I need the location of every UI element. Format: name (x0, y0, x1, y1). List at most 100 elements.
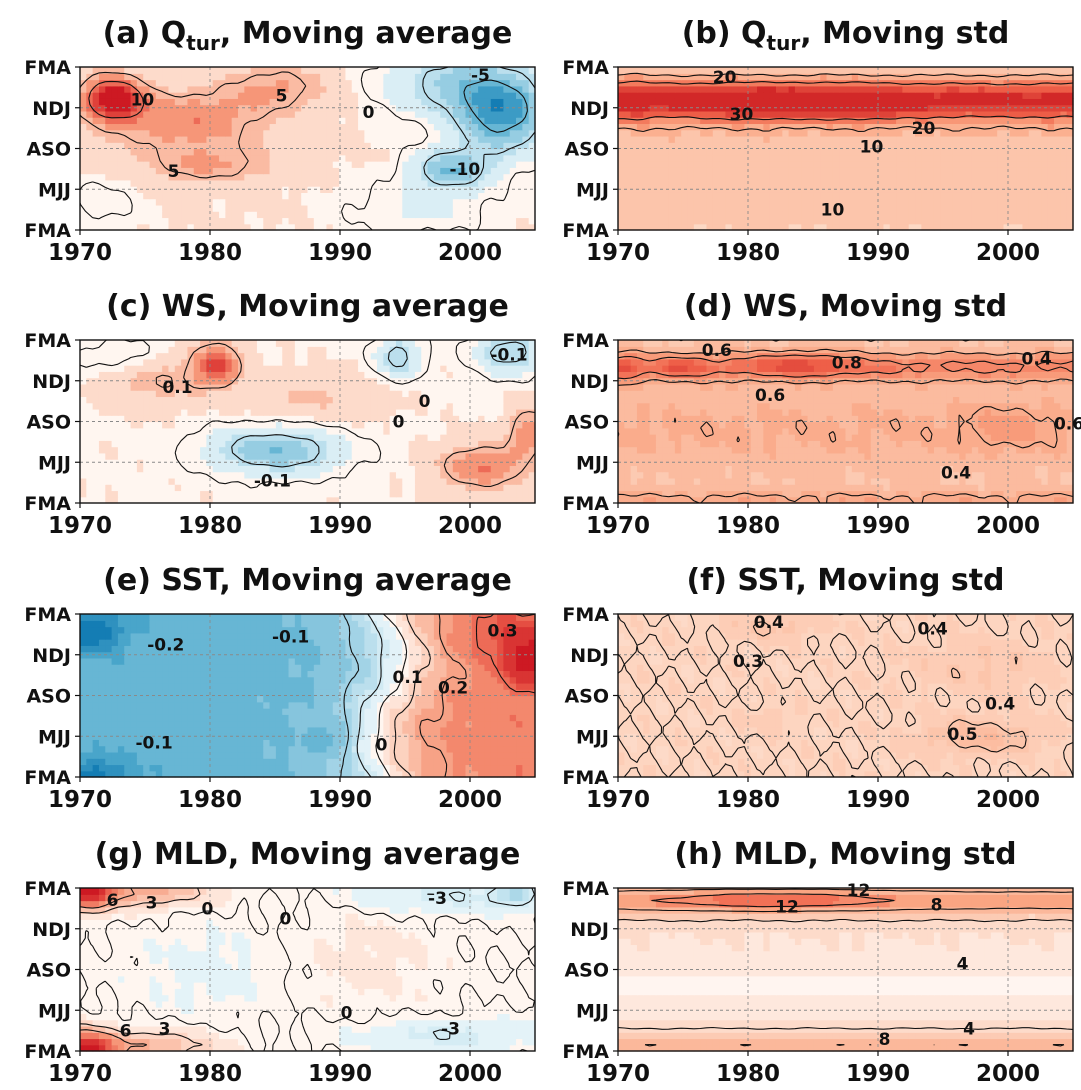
heatmap-cell (193, 161, 201, 168)
heatmap-cell (193, 452, 201, 460)
heatmap-cell (820, 79, 828, 87)
heatmap-cell (788, 148, 796, 156)
heatmap-cell (326, 415, 334, 423)
heatmap-cell (738, 73, 745, 81)
heatmap-cell (516, 179, 523, 187)
heatmap-cell (978, 85, 986, 93)
heatmap-cell (200, 92, 207, 99)
heatmap-cell (250, 217, 258, 225)
heatmap-cell (522, 211, 530, 219)
heatmap-cell (984, 67, 992, 74)
heatmap-cell (446, 92, 454, 99)
heatmap-cell (687, 117, 695, 125)
heatmap-cell (1041, 85, 1049, 93)
heatmap-cell (345, 402, 353, 410)
heatmap-cell (143, 396, 151, 404)
heatmap-cell (775, 117, 783, 125)
heatmap-cell (624, 148, 632, 156)
heatmap-cell (320, 496, 328, 504)
heatmap-cell (933, 179, 941, 187)
heatmap-cell (965, 148, 973, 156)
heatmap-cell (275, 179, 283, 187)
heatmap-cell (237, 459, 245, 466)
heatmap-cell (794, 217, 802, 225)
heatmap-cell (674, 123, 682, 131)
heatmap-cell (339, 123, 347, 131)
contour-line (617, 80, 1074, 121)
heatmap-cell (503, 92, 511, 99)
heatmap-cell (864, 179, 872, 187)
heatmap-cell (200, 135, 207, 143)
heatmap-cell (136, 204, 144, 212)
heatmap-cell (219, 129, 226, 137)
heatmap-cell (896, 217, 903, 225)
heatmap-cell (181, 421, 189, 429)
heatmap-cell (193, 85, 201, 93)
heatmap-cell (282, 148, 290, 156)
heatmap-cell (421, 427, 429, 435)
heatmap-cell (269, 135, 277, 143)
heatmap-cell (440, 211, 448, 219)
heatmap-field (618, 67, 1074, 231)
heatmap-cell (136, 427, 144, 435)
heatmap-cell (1009, 211, 1017, 219)
heatmap-cell (168, 148, 176, 156)
heatmap-cell (370, 408, 378, 416)
heatmap-cell (181, 167, 189, 175)
heatmap-cell (250, 440, 258, 448)
heatmap-cell (130, 223, 138, 231)
heatmap-cell (719, 117, 727, 125)
heatmap-cell (351, 148, 359, 156)
heatmap-cell (383, 167, 391, 175)
heatmap-cell (503, 73, 511, 81)
heatmap-cell (414, 129, 422, 137)
heatmap-cell (446, 179, 454, 187)
heatmap-cell (345, 192, 353, 200)
heatmap-cell (294, 110, 302, 118)
heatmap-cell (1003, 173, 1011, 181)
heatmap-cell (915, 110, 922, 118)
heatmap-cell (86, 129, 94, 137)
heatmap-cell (725, 204, 733, 212)
heatmap-cell (212, 67, 220, 74)
heatmap-cell (516, 85, 523, 93)
heatmap-cell (263, 173, 271, 181)
heatmap-cell (275, 204, 283, 212)
heatmap-cell (427, 192, 435, 200)
heatmap-cell (256, 402, 264, 410)
heatmap-cell (358, 471, 365, 479)
heatmap-cell (237, 135, 245, 143)
heatmap-cell (212, 123, 220, 131)
heatmap-cell (915, 161, 922, 168)
heatmap-cell (503, 123, 511, 131)
heatmap-cell (326, 477, 334, 485)
heatmap-cell (744, 223, 752, 231)
heatmap-cell (971, 211, 979, 219)
y-tick-label: MJJ (38, 179, 71, 201)
heatmap-cell (282, 142, 290, 150)
heatmap-cell (497, 211, 504, 219)
heatmap-cell (889, 135, 897, 143)
heatmap-cell (750, 79, 758, 87)
heatmap-cell (896, 92, 903, 99)
heatmap-cell (826, 217, 834, 225)
heatmap-cell (712, 92, 720, 99)
heatmap-cell (1016, 148, 1024, 156)
heatmap-cell (459, 408, 467, 416)
heatmap-cell (117, 434, 125, 441)
heatmap-cell (655, 154, 663, 162)
heatmap-cell (712, 117, 720, 125)
heatmap-cell (136, 192, 144, 200)
heatmap-cell (851, 129, 859, 137)
heatmap-cell (946, 98, 954, 106)
heatmap-cell (516, 471, 523, 479)
heatmap-cell (339, 148, 347, 156)
heatmap-cell (339, 110, 347, 118)
heatmap-cell (984, 217, 992, 225)
heatmap-cell (225, 186, 233, 193)
heatmap-cell (408, 434, 416, 441)
heatmap-cell (98, 117, 106, 125)
heatmap-cell (630, 154, 638, 162)
heatmap-cell (187, 427, 195, 435)
heatmap-cell (320, 142, 328, 150)
